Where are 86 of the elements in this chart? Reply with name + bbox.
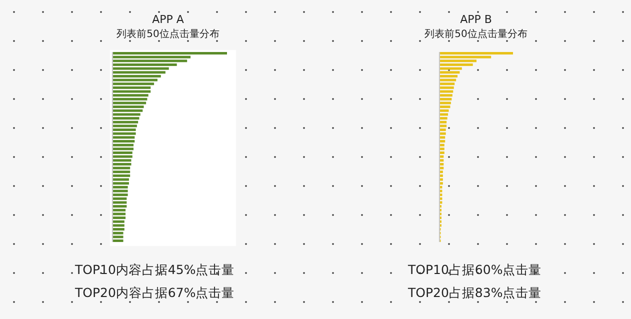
bar bbox=[440, 120, 447, 124]
bar bbox=[113, 90, 151, 93]
bar bbox=[440, 136, 446, 139]
bar bbox=[440, 132, 446, 135]
bar bbox=[440, 178, 443, 181]
bar bbox=[113, 86, 151, 89]
bar bbox=[113, 182, 129, 185]
bar bbox=[113, 124, 137, 128]
bar bbox=[113, 228, 124, 231]
chart-title: APP B bbox=[460, 13, 492, 26]
bar bbox=[440, 144, 444, 146]
bar bbox=[440, 166, 444, 170]
bar bbox=[440, 170, 443, 174]
bar bbox=[440, 86, 454, 89]
bar bbox=[113, 148, 134, 150]
bar bbox=[113, 178, 129, 181]
bar bbox=[440, 148, 444, 150]
bar bbox=[440, 74, 458, 78]
bar bbox=[440, 78, 456, 82]
bar bbox=[440, 151, 444, 154]
bar bbox=[440, 155, 444, 158]
bar bbox=[440, 162, 444, 166]
bar bbox=[113, 71, 166, 74]
bar bbox=[440, 102, 451, 104]
text: TOP10内容占据45%点击量 bbox=[74, 262, 235, 277]
bar bbox=[113, 94, 148, 97]
bar bbox=[113, 208, 126, 212]
text: TOP10占据60%点击量 bbox=[407, 262, 542, 277]
bar bbox=[113, 140, 135, 143]
bar bbox=[113, 113, 140, 116]
bar bbox=[113, 166, 130, 170]
bar bbox=[440, 82, 455, 86]
bar bbox=[113, 117, 140, 120]
bar bbox=[440, 63, 473, 66]
bar bbox=[113, 224, 124, 227]
bar bbox=[113, 78, 158, 82]
bar bbox=[113, 240, 124, 242]
bar bbox=[113, 106, 144, 108]
bar bbox=[113, 212, 126, 216]
bar bbox=[113, 236, 124, 238]
bar bbox=[440, 128, 446, 132]
bar bbox=[113, 132, 136, 135]
bar bbox=[113, 186, 128, 188]
bar bbox=[440, 94, 452, 97]
bar bbox=[113, 60, 188, 62]
bar bbox=[113, 120, 138, 124]
bar bbox=[113, 170, 130, 174]
bar bbox=[113, 216, 126, 220]
bar bbox=[113, 232, 124, 234]
bar bbox=[113, 128, 136, 132]
bar bbox=[113, 220, 124, 223]
bar bbox=[440, 182, 443, 185]
bar bbox=[113, 144, 134, 146]
bar bbox=[113, 162, 132, 166]
bar bbox=[440, 52, 513, 54]
bar bbox=[440, 140, 446, 143]
bar bbox=[113, 155, 132, 158]
bar bbox=[440, 98, 452, 100]
bar bbox=[113, 82, 154, 86]
bar bbox=[113, 102, 146, 104]
text: TOP20占据83%点击量 bbox=[407, 285, 542, 300]
bar bbox=[440, 109, 449, 112]
chart-subtitle: 列表前50位点击量分布 bbox=[116, 28, 220, 40]
bar bbox=[113, 197, 127, 200]
bar bbox=[113, 190, 128, 192]
bar bbox=[113, 159, 132, 162]
text: TOP20内容占据67%点击量 bbox=[74, 285, 235, 300]
bar bbox=[440, 71, 460, 74]
bar bbox=[440, 174, 443, 177]
bar bbox=[113, 205, 127, 208]
bar bbox=[113, 174, 130, 177]
bar bbox=[113, 52, 227, 54]
bar bbox=[113, 201, 127, 204]
bar bbox=[113, 151, 132, 154]
chart-subtitle: 列表前50位点击量分布 bbox=[424, 28, 528, 40]
bar bbox=[113, 98, 148, 100]
bar bbox=[113, 136, 135, 139]
bar bbox=[440, 117, 448, 120]
bar bbox=[440, 113, 448, 116]
bar bbox=[440, 124, 447, 128]
bar bbox=[440, 90, 454, 93]
bar bbox=[113, 194, 128, 196]
bar bbox=[440, 106, 450, 108]
chart-title: APP A bbox=[152, 13, 184, 26]
bar bbox=[440, 159, 444, 162]
bar bbox=[113, 109, 143, 112]
